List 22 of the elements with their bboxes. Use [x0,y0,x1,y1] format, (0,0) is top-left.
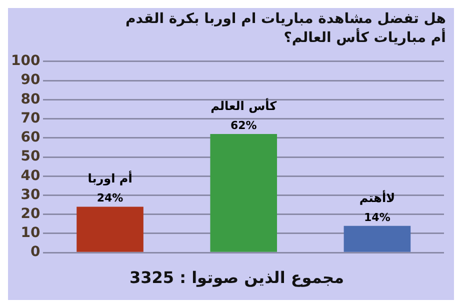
y-tick-label: 60 [20,130,40,146]
bar [344,226,411,252]
bar [210,134,278,252]
y-tick-label: 10 [20,225,40,242]
data-label: 14% [364,210,390,224]
text: مجموع الذين صوتوا : 3325 [130,268,344,287]
y-tick-label: 40 [20,168,40,184]
y-tick-label: 0 [30,244,40,260]
y-tick-label: 20 [20,206,40,222]
data-label: 62% [230,119,257,132]
y-tick-label: 50 [20,148,40,165]
y-tick-label: 90 [20,72,40,88]
y-tick-label: 100 [10,53,40,70]
y-tick-label: 70 [20,110,40,126]
x-tick-label: أم اوربا [88,170,132,186]
chart-title: هل تفضل مشاهدة مباريات ام اوربا بكرة القدم أم مباريات كأس العالم؟ [124,10,446,48]
y-tick-label: 30 [20,186,40,203]
data-label: 24% [96,192,124,205]
x-tick-label: لاأهتم [359,190,396,205]
x-tick-label: كأس العالم [210,98,277,114]
y-tick-label: 80 [20,91,40,108]
bar [76,206,144,252]
